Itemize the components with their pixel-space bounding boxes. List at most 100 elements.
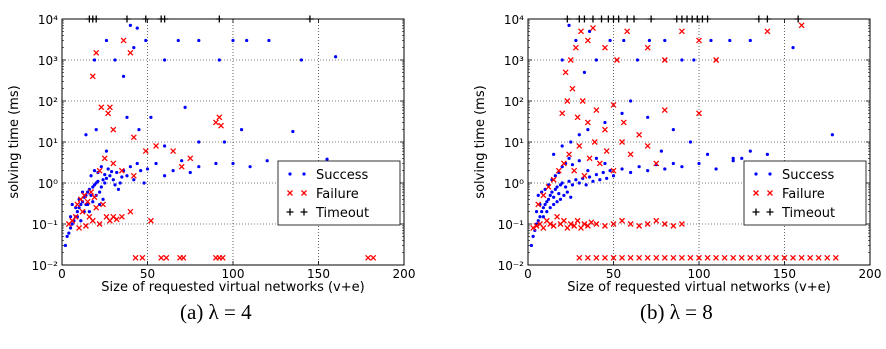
y-tick-label: 10⁰ xyxy=(504,177,524,191)
data-point-failure xyxy=(661,254,668,261)
data-point-failure xyxy=(540,225,547,231)
data-point-success xyxy=(565,190,569,194)
data-point-failure xyxy=(370,254,377,261)
data-point-success xyxy=(214,161,218,166)
data-point-failure xyxy=(212,119,219,126)
data-point-success xyxy=(541,206,545,210)
data-point-timeout xyxy=(755,15,763,23)
data-point-failure xyxy=(591,139,598,145)
data-point-failure xyxy=(753,190,759,196)
y-tick-label: 10⁴ xyxy=(38,13,58,27)
x-tick-label: 50 xyxy=(140,267,155,281)
data-point-failure xyxy=(562,69,569,76)
chart-panel-a: 0 50 100 150 200 10⁻² 10⁻¹ 10⁰ 10¹ 10² 10³ 10⁴ Size … xyxy=(7,13,415,295)
data-point-success xyxy=(302,172,306,176)
data-point-success xyxy=(765,152,770,156)
data-point-success xyxy=(659,149,663,153)
data-point-success xyxy=(176,38,180,43)
data-point-success xyxy=(577,159,581,163)
data-point-failure xyxy=(187,155,194,162)
data-point-failure xyxy=(81,192,88,199)
data-point-failure xyxy=(627,221,634,227)
data-point-success xyxy=(137,128,141,132)
data-point-success xyxy=(231,38,235,43)
data-point-failure xyxy=(790,254,797,261)
data-point-success xyxy=(183,105,187,109)
data-point-success xyxy=(163,174,167,178)
data-point-success xyxy=(86,202,90,207)
data-point-success xyxy=(299,58,303,62)
data-point-failure xyxy=(89,217,96,224)
data-point-success xyxy=(538,215,542,219)
y-axis-label: solving time (ms) xyxy=(473,85,488,198)
data-point-failure xyxy=(764,254,771,261)
data-point-failure xyxy=(559,110,566,117)
data-point-success xyxy=(531,234,535,238)
data-point-failure xyxy=(130,134,137,141)
data-point-success xyxy=(65,234,69,238)
data-point-failure xyxy=(704,254,711,261)
data-point-success xyxy=(106,167,110,171)
data-point-failure xyxy=(601,254,608,261)
data-point-failure xyxy=(180,254,187,261)
data-point-success xyxy=(267,38,271,43)
data-point-failure xyxy=(619,254,626,261)
data-point-success xyxy=(89,174,93,178)
data-point-failure xyxy=(98,104,105,111)
data-point-failure xyxy=(540,192,547,199)
legend-box xyxy=(743,160,867,226)
data-point-success xyxy=(629,99,633,103)
data-point-failure xyxy=(824,254,831,261)
data-point-success xyxy=(248,165,252,169)
data-point-success xyxy=(529,243,534,248)
data-point-failure xyxy=(661,107,668,114)
data-point-success xyxy=(84,133,88,137)
data-point-failure xyxy=(798,254,805,261)
legend-box xyxy=(277,160,401,226)
data-point-failure xyxy=(596,160,603,167)
data-point-failure xyxy=(593,254,600,261)
data-point-success xyxy=(128,23,132,27)
data-point-failure xyxy=(545,184,552,190)
data-point-failure xyxy=(219,254,226,261)
data-point-failure xyxy=(555,167,562,174)
data-point-success xyxy=(731,156,735,160)
data-point-success xyxy=(548,206,552,210)
data-point-failure xyxy=(178,163,185,170)
data-point-failure xyxy=(593,107,600,114)
data-point-success xyxy=(111,178,115,182)
data-point-success xyxy=(562,193,566,197)
data-point-success xyxy=(231,161,235,166)
data-point-timeout xyxy=(598,15,606,23)
caption-a: (a) λ = 4 xyxy=(180,300,252,324)
data-point-failure xyxy=(815,254,822,261)
data-point-success xyxy=(68,226,73,230)
data-point-timeout xyxy=(630,15,638,23)
data-point-success xyxy=(116,187,121,191)
data-point-success xyxy=(740,156,744,160)
data-point-failure xyxy=(644,254,651,261)
data-point-success xyxy=(171,169,175,173)
data-point-failure xyxy=(153,143,160,149)
data-point-success xyxy=(75,210,79,214)
data-point-success xyxy=(86,190,90,194)
data-point-failure xyxy=(127,208,134,215)
data-point-failure xyxy=(93,204,100,211)
data-point-timeout xyxy=(142,15,150,23)
data-point-success xyxy=(144,38,148,43)
data-point-success xyxy=(553,187,557,191)
data-point-success xyxy=(587,29,592,33)
data-point-failure xyxy=(661,221,668,227)
data-point-success xyxy=(540,210,544,214)
data-point-failure xyxy=(365,254,372,261)
data-point-success xyxy=(671,128,675,132)
data-point-success xyxy=(608,38,612,43)
data-point-success xyxy=(663,38,667,43)
data-point-failure xyxy=(576,254,583,261)
data-point-success xyxy=(135,26,139,30)
data-point-success xyxy=(553,174,557,178)
data-point-timeout xyxy=(794,15,802,23)
data-point-timeout xyxy=(763,15,771,23)
data-point-success xyxy=(754,172,758,176)
data-point-failure xyxy=(130,172,137,179)
